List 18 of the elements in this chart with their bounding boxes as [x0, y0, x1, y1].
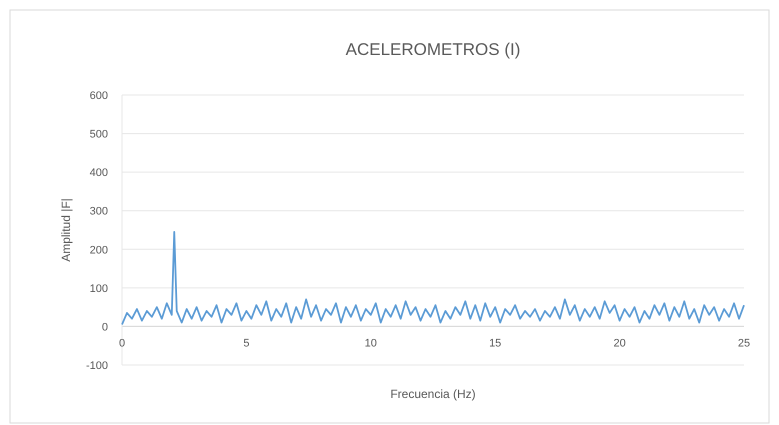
x-tick-label: 25 [738, 337, 750, 350]
y-tick-label: 300 [90, 206, 108, 218]
y-tick-label: 200 [90, 244, 108, 256]
x-tick-label: 5 [243, 337, 250, 350]
chart-title: ACELEROMETROS (I) [346, 40, 520, 59]
x-tick-label: 0 [118, 337, 126, 350]
x-tick-label: 20 [613, 337, 626, 350]
y-tick-label: -100 [86, 360, 108, 372]
y-tick-label: 100 [90, 282, 108, 295]
x-axis-title: Frecuencia (Hz) [390, 387, 476, 401]
y-tick-label: 500 [90, 128, 108, 141]
y-axis-title: Amplitud |F| [59, 198, 73, 262]
line-series [121, 231, 745, 326]
x-tick-label: 15 [489, 337, 502, 350]
y-tick-label: 600 [90, 90, 108, 102]
y-tick-label: 0 [102, 321, 108, 334]
x-tick-label: 10 [364, 337, 377, 350]
y-tick-label: 400 [90, 167, 108, 180]
